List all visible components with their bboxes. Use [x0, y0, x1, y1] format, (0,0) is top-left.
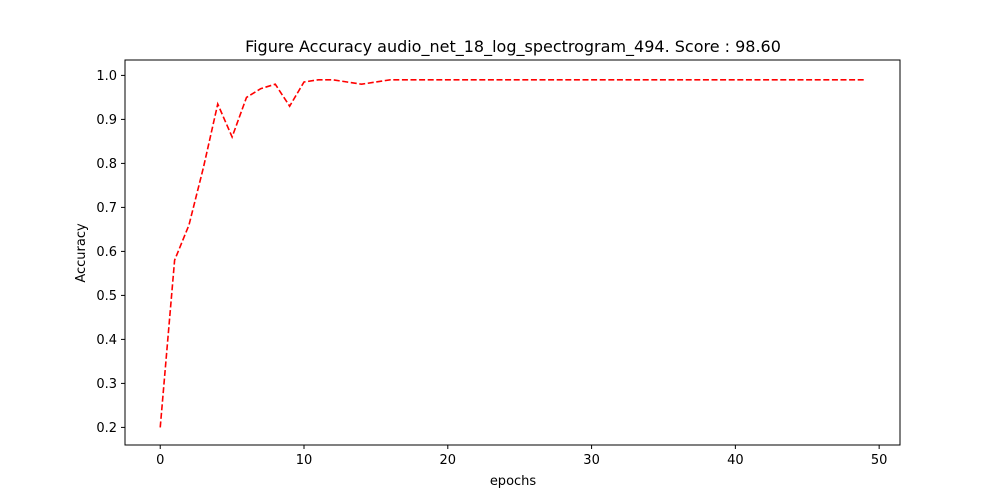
- y-tick-label: 0.5: [96, 289, 117, 304]
- x-tick-label: 20: [440, 453, 457, 468]
- y-tick-label: 0.6: [96, 245, 117, 260]
- y-tick-label: 0.4: [96, 333, 117, 348]
- accuracy-line: [159, 79, 865, 428]
- y-tick-label: 0.8: [96, 157, 117, 172]
- y-tick-label: 0.9: [96, 113, 117, 128]
- x-axis: 0 10 20 30 40 50: [156, 445, 887, 468]
- y-tick-label: 0.3: [96, 377, 117, 392]
- y-tick-label: 1.0: [96, 69, 117, 84]
- plot-frame: [124, 59, 901, 446]
- x-tick-label: 30: [583, 453, 600, 468]
- x-tick-label: 40: [727, 453, 744, 468]
- x-tick-label: 50: [871, 453, 888, 468]
- plot-area: 0 10 20 30 40 50 0.2 0.3 0.4 0.5 0.6 0.7 0.8 0.9 1.0: [96, 59, 901, 468]
- x-axis-label: epochs: [490, 474, 537, 489]
- x-tick-label: 0: [156, 453, 164, 468]
- chart-title: Figure Accuracy audio_net_18_log_spectro…: [245, 37, 781, 57]
- y-tick-label: 0.2: [96, 421, 117, 436]
- y-axis: 0.2 0.3 0.4 0.5 0.6 0.7 0.8 0.9 1.0: [96, 69, 125, 436]
- x-tick-label: 10: [296, 453, 313, 468]
- y-tick-label: 0.7: [96, 201, 117, 216]
- y-axis-label: Accuracy: [74, 223, 89, 283]
